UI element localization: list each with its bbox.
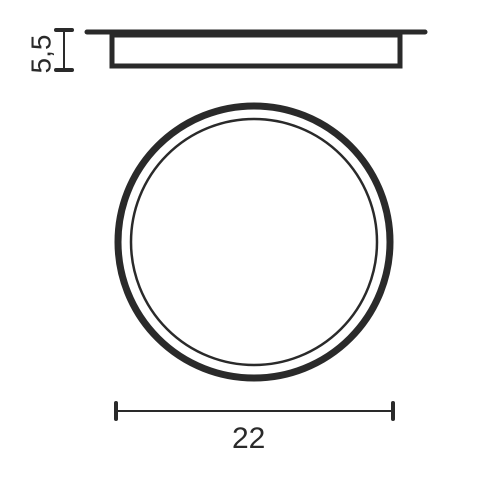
- width-dimension-label: 22: [232, 422, 265, 456]
- height-dimension-label: 5,5: [25, 35, 57, 74]
